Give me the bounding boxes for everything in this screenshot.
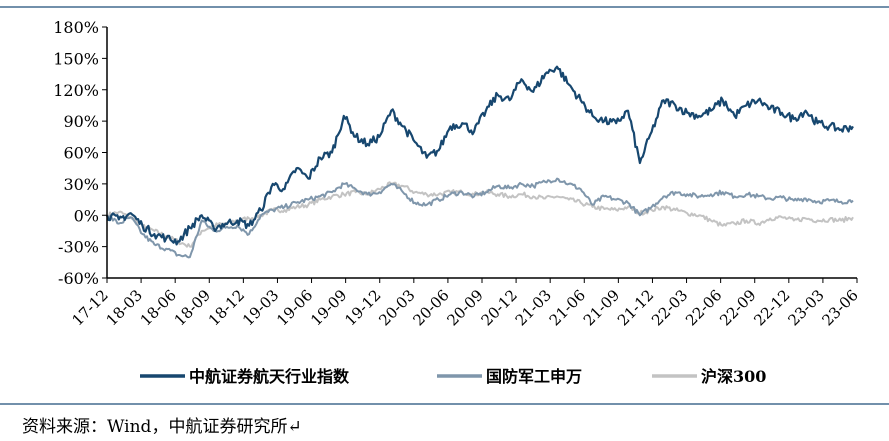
y-tick-label: 180% bbox=[53, 18, 99, 37]
x-tick-label: 21-12 bbox=[614, 286, 657, 329]
x-tick-label: 21-09 bbox=[580, 286, 623, 329]
x-tick-label: 22-03 bbox=[648, 286, 691, 329]
x-tick-label: 22-12 bbox=[750, 286, 793, 329]
y-tick-label: -60% bbox=[58, 269, 99, 288]
x-tick-label: 21-03 bbox=[512, 286, 555, 329]
x-tick-label: 18-09 bbox=[171, 286, 214, 329]
x-tick-label: 20-06 bbox=[409, 286, 452, 329]
y-tick-label: 150% bbox=[53, 49, 99, 68]
x-tick-label: 22-06 bbox=[682, 286, 725, 329]
x-tick-label: 22-09 bbox=[716, 286, 759, 329]
legend-label: 中航证券航天行业指数 bbox=[189, 367, 350, 386]
series-line bbox=[105, 65, 854, 246]
plot-area bbox=[105, 65, 854, 259]
y-tick-label: 90% bbox=[63, 112, 99, 131]
source-note: 资料来源：Wind，中航证券研究所↵ bbox=[22, 417, 302, 437]
x-tick-label: 18-03 bbox=[103, 286, 146, 329]
series-line bbox=[106, 177, 854, 259]
x-tick-label: 20-03 bbox=[375, 286, 418, 329]
y-tick-label: 120% bbox=[53, 81, 99, 100]
x-tick-label: 19-06 bbox=[273, 286, 316, 329]
x-tick-label: 23-06 bbox=[819, 286, 862, 329]
x-tick-label: 19-03 bbox=[239, 286, 282, 329]
x-tick-label: 18-06 bbox=[137, 286, 180, 329]
series-line bbox=[106, 181, 854, 248]
x-axis-ticks: 17-1218-0318-0618-0918-1219-0319-0619-09… bbox=[69, 278, 862, 329]
y-tick-label: 0% bbox=[74, 206, 99, 225]
x-tick-label: 20-12 bbox=[478, 286, 521, 329]
x-tick-label: 21-06 bbox=[546, 286, 589, 329]
x-tick-label: 19-09 bbox=[307, 286, 350, 329]
y-tick-label: 60% bbox=[63, 144, 99, 163]
y-tick-label: 30% bbox=[63, 175, 99, 194]
y-axis-ticks: 180% 150% 120% 90% 60% 30% 0% -30% -60% bbox=[53, 18, 107, 288]
x-tick-label: 18-12 bbox=[205, 286, 248, 329]
legend-label: 沪深300 bbox=[701, 367, 766, 386]
legend: 中航证券航天行业指数 国防军工申万 沪深300 bbox=[140, 367, 766, 386]
x-tick-label: 19-12 bbox=[341, 286, 384, 329]
x-tick-label: 23-03 bbox=[784, 286, 827, 329]
y-tick-label: -30% bbox=[58, 238, 99, 257]
x-tick-label: 20-09 bbox=[444, 286, 487, 329]
legend-label: 国防军工申万 bbox=[486, 367, 582, 386]
x-tick-label: 17-12 bbox=[69, 286, 112, 329]
